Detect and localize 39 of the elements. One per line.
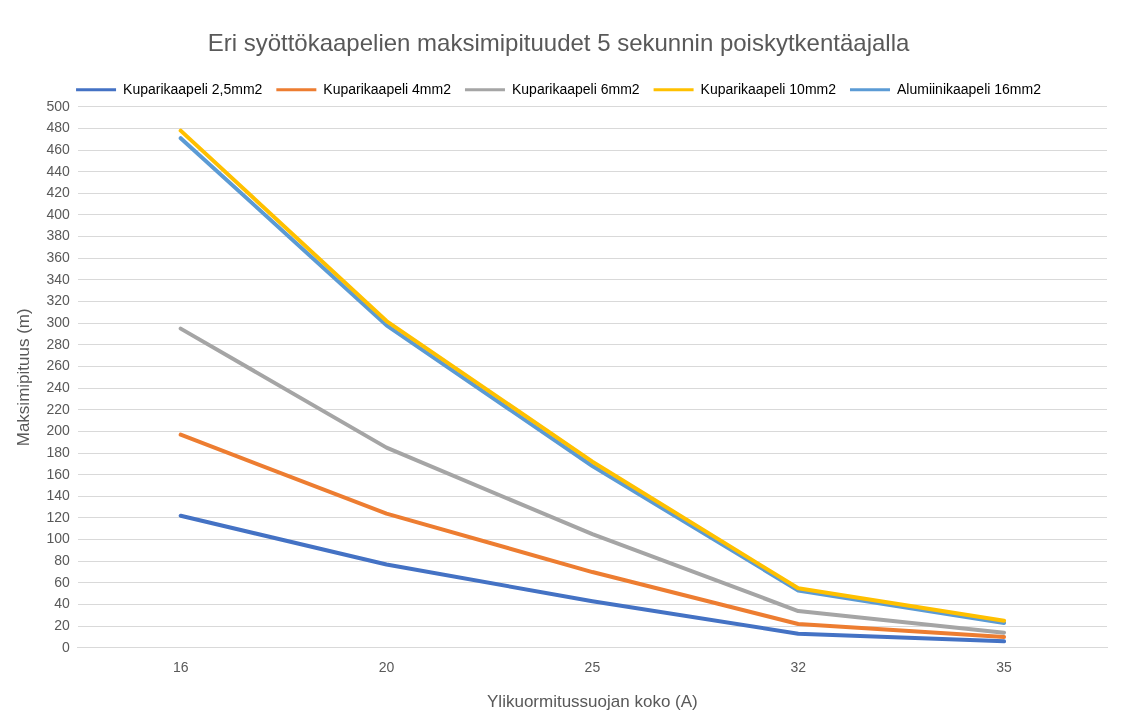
y-tick-label: 80 — [54, 552, 70, 569]
y-tick-label: 400 — [46, 205, 70, 222]
y-tick-label: 260 — [46, 357, 70, 374]
y-axis-title: Maksimipituus (m) — [13, 308, 33, 447]
x-tick-label: 16 — [172, 659, 189, 676]
x-tick-label: 35 — [996, 659, 1013, 676]
y-tick-label: 100 — [46, 530, 70, 547]
y-tick-label: 280 — [46, 335, 70, 352]
x-tick-label: 25 — [584, 659, 601, 676]
y-tick-label: 500 — [46, 97, 70, 114]
chart-title: Eri syöttökaapelien maksimipituudet 5 sekunnin poiskytkentäajalla — [207, 29, 911, 57]
y-tick-label: 160 — [46, 465, 70, 482]
x-tick-label: 32 — [790, 659, 807, 676]
x-tick-label: 20 — [378, 659, 395, 676]
y-tick-label: 200 — [46, 422, 70, 439]
legend-label: Kuparikaapeli 2,5mm2 — [123, 80, 263, 97]
y-tick-label: 220 — [46, 400, 70, 417]
y-tick-label: 300 — [46, 314, 70, 331]
x-axis-title: Ylikuormitussuojan koko (A) — [487, 692, 698, 712]
y-tick-label: 240 — [46, 378, 70, 395]
legend-label: Kuparikaapeli 4mm2 — [323, 80, 452, 97]
y-tick-label: 440 — [46, 162, 70, 179]
y-tick-label: 180 — [46, 443, 70, 460]
y-tick-label: 320 — [46, 292, 70, 309]
y-tick-label: 60 — [54, 573, 70, 590]
y-tick-label: 460 — [46, 140, 70, 157]
y-tick-label: 120 — [46, 508, 70, 525]
legend-label: Alumiinikaapeli 16mm2 — [897, 80, 1042, 97]
legend-label: Kuparikaapeli 6mm2 — [511, 80, 640, 97]
y-tick-label: 380 — [46, 227, 70, 244]
legend-label: Kuparikaapeli 10mm2 — [700, 80, 837, 97]
y-tick-label: 140 — [46, 487, 70, 504]
y-tick-label: 20 — [54, 617, 70, 634]
y-tick-label: 480 — [46, 119, 70, 136]
y-tick-label: 420 — [46, 184, 70, 201]
y-tick-label: 340 — [46, 270, 70, 287]
y-tick-label: 360 — [46, 249, 70, 266]
y-tick-label: 0 — [61, 638, 70, 655]
y-tick-label: 40 — [54, 595, 70, 612]
